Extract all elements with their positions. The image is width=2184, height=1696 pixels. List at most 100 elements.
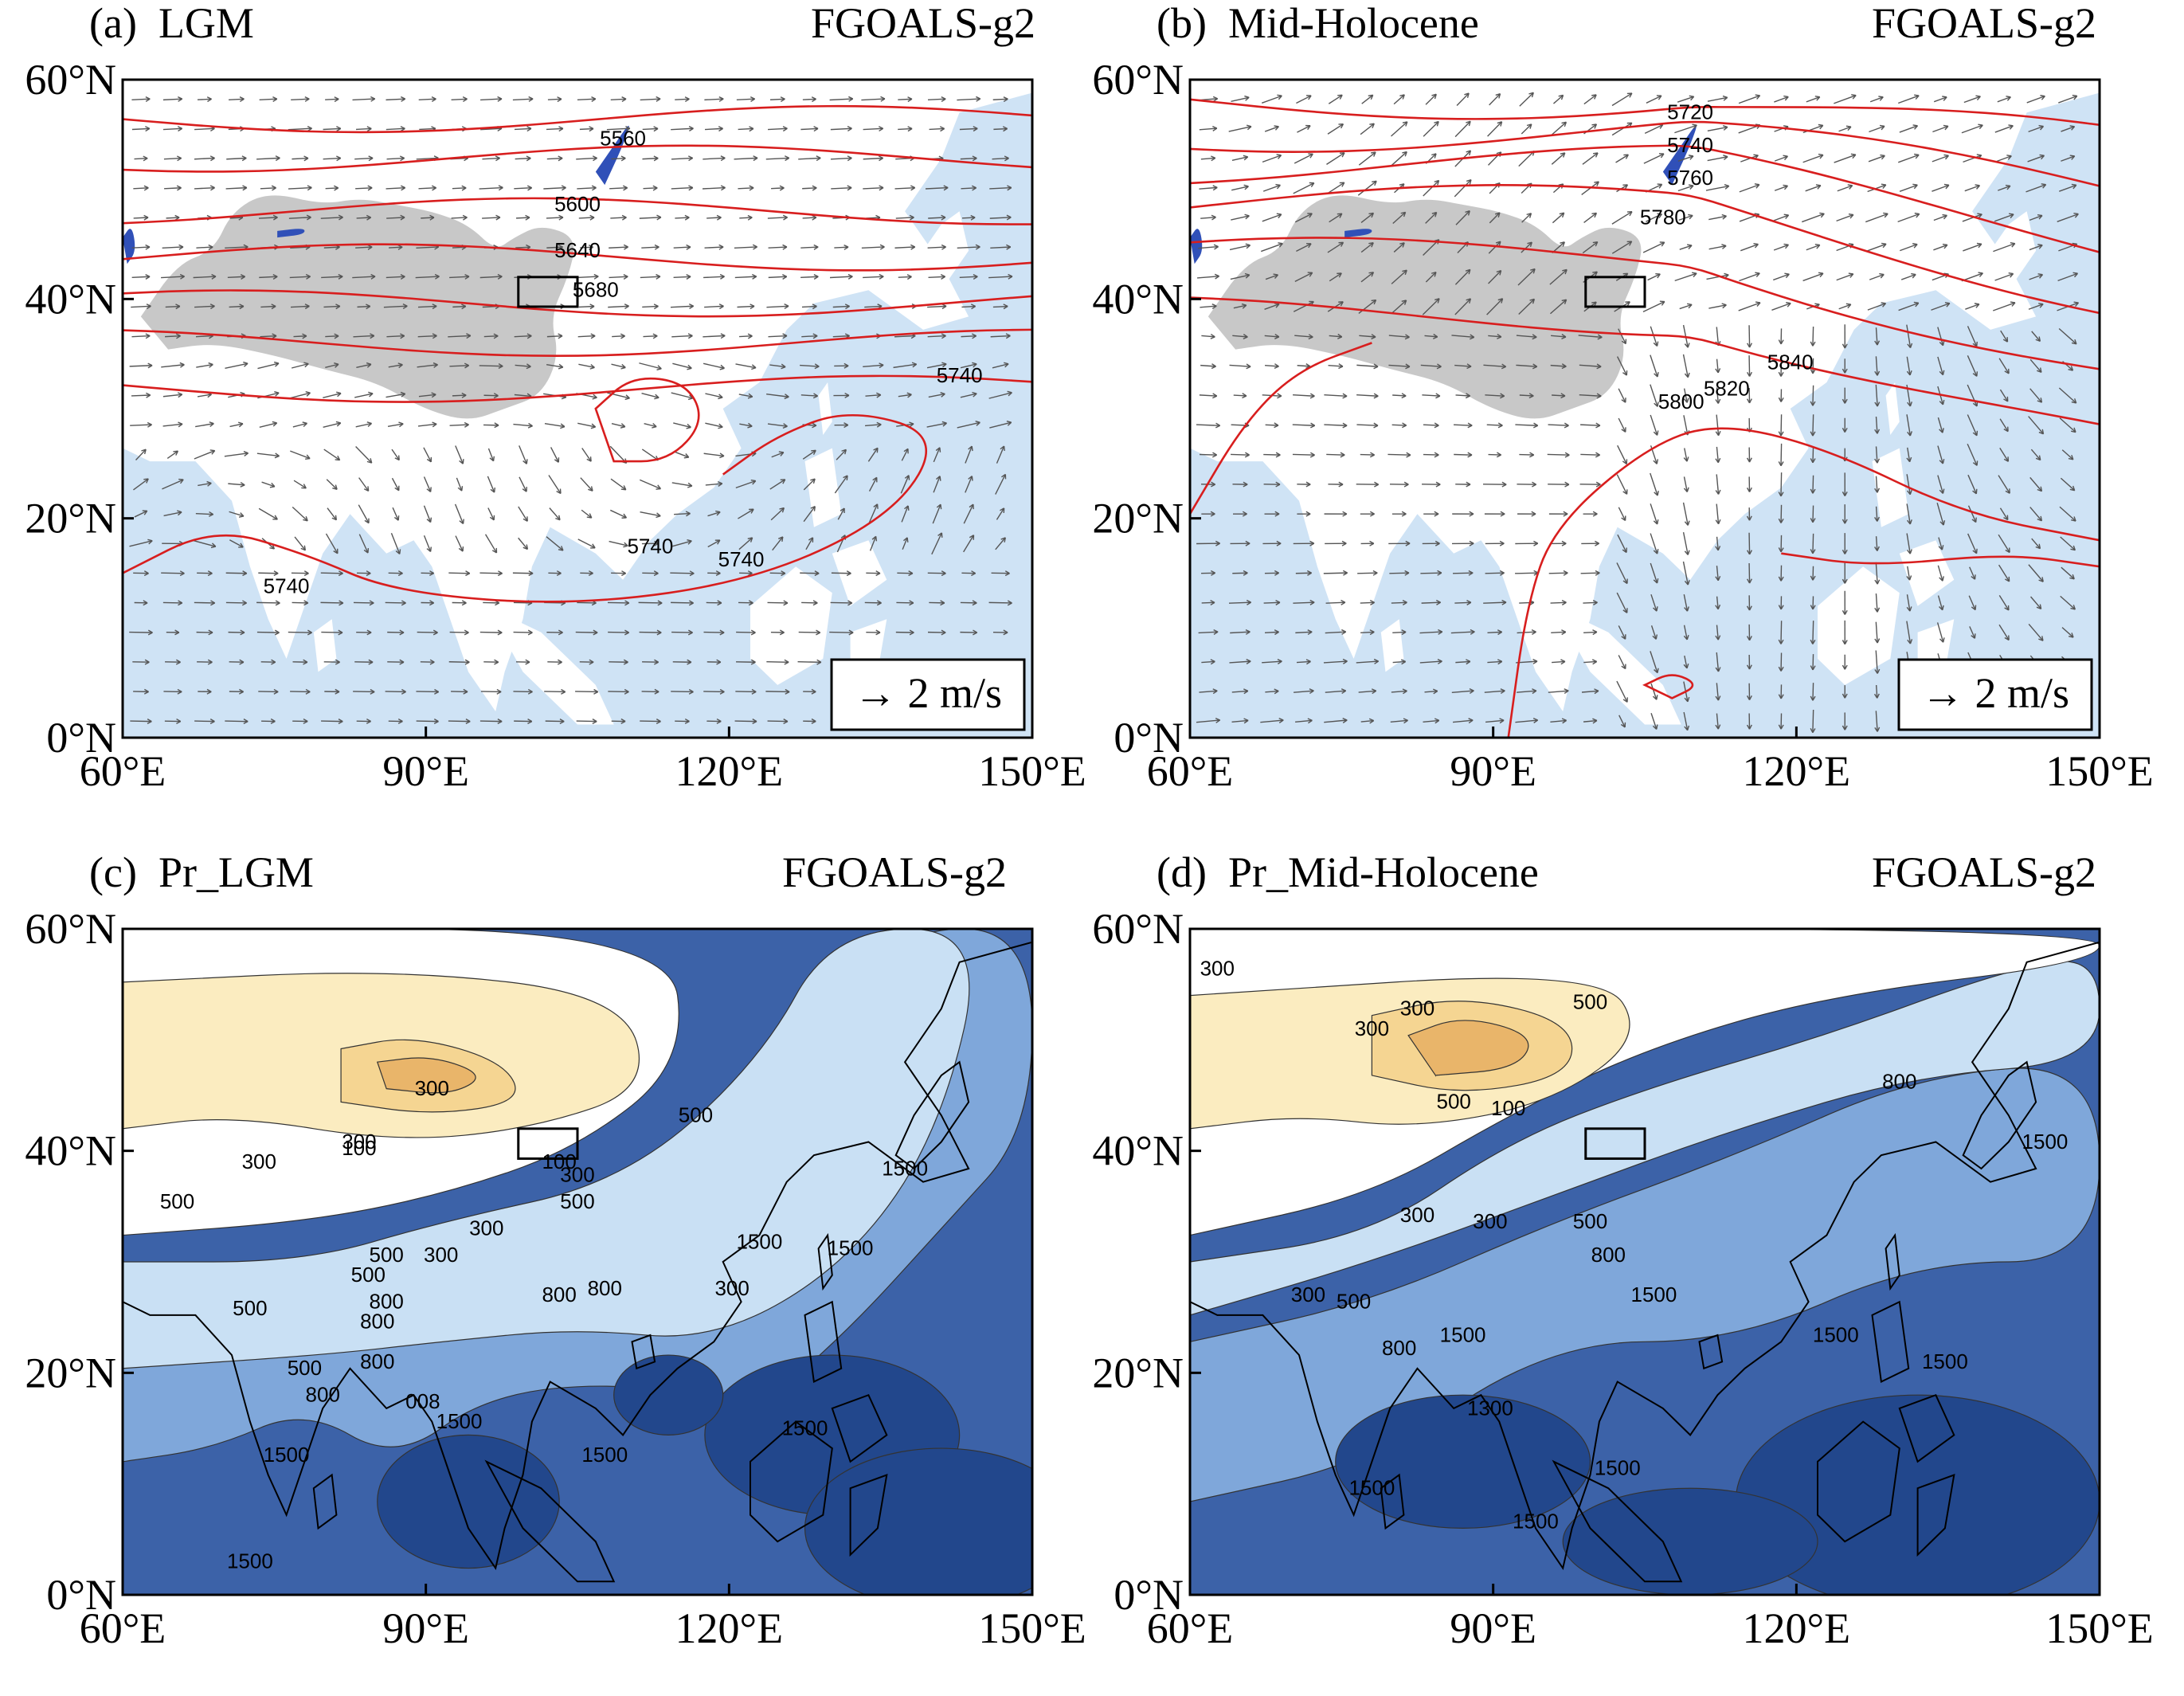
contour-label: 800 — [306, 1383, 340, 1407]
precip-max-2 — [378, 1435, 559, 1568]
y-tick-label: 60°N — [25, 905, 116, 953]
precip-max-1 — [1336, 1395, 1591, 1528]
contour-label: 5600 — [554, 192, 601, 216]
contour-label: 5800 — [1658, 390, 1705, 413]
contour-label: 300 — [469, 1216, 503, 1240]
y-tick-label: 0°N — [46, 1571, 116, 1619]
contour-label: 300 — [714, 1276, 749, 1300]
contour-label: 100 — [342, 1136, 376, 1160]
contour-label: 1500 — [1348, 1476, 1395, 1500]
panel-a-title: (a) LGM — [89, 2, 254, 45]
contour-label: 5720 — [1667, 100, 1713, 124]
contour-label: 5560 — [600, 127, 646, 151]
panel-d-name: Pr_Mid-Holocene — [1228, 848, 1539, 896]
contour-label: 5820 — [1704, 376, 1750, 400]
contour-label: 500 — [1573, 989, 1607, 1013]
contour-label: 5840 — [1767, 350, 1814, 374]
contour-label: 5740 — [264, 574, 310, 597]
y-tick-label: 0°N — [1114, 714, 1184, 762]
contour-label: 5780 — [1640, 206, 1686, 229]
contour-label: 1500 — [1630, 1283, 1677, 1306]
contour-label: 1500 — [1922, 1349, 1968, 1373]
contour-label: 100 — [1491, 1096, 1525, 1120]
contour-label: 500 — [679, 1103, 713, 1126]
panel-d-map — [1190, 929, 2100, 1608]
contour-label: 5740 — [1667, 133, 1713, 157]
x-tick-label: 150°E — [978, 747, 1086, 795]
contour-label: 300 — [560, 1163, 594, 1187]
y-tick-label: 60°N — [25, 56, 116, 104]
contour-label: 800 — [1882, 1070, 1916, 1094]
contour-label: 300 — [1400, 1203, 1434, 1227]
x-tick-label: 90°E — [382, 1604, 469, 1652]
contour-label: 500 — [288, 1356, 322, 1380]
x-tick-label: 90°E — [1450, 1604, 1536, 1652]
contour-label: 5640 — [554, 238, 601, 262]
panel-b-map — [1190, 80, 2100, 738]
y-tick-label: 0°N — [1114, 1571, 1184, 1619]
contour-label: 300 — [1355, 1016, 1389, 1040]
y-tick-label: 20°N — [25, 495, 116, 542]
panel-c-name: Pr_LGM — [159, 848, 314, 896]
contour-label: 300 — [242, 1150, 276, 1173]
panel-d-title: (d) Pr_Mid-Holocene — [1157, 851, 1539, 894]
x-tick-label: 90°E — [382, 747, 469, 795]
contour-label: 5740 — [937, 363, 983, 387]
x-tick-label: 120°E — [675, 1604, 784, 1652]
contour-label: 1500 — [227, 1549, 273, 1573]
y-tick-label: 40°N — [1092, 1127, 1184, 1175]
panel-a-model: FGOALS-g2 — [747, 2, 1035, 45]
contour-label: 5680 — [573, 278, 619, 302]
y-tick-label: 40°N — [25, 1127, 116, 1175]
x-tick-label: 150°E — [978, 1604, 1086, 1652]
y-tick-label: 60°N — [1092, 905, 1184, 953]
contour-label: 008 — [405, 1389, 440, 1413]
panel-a-label: (a) — [89, 0, 137, 47]
contour-label: 1500 — [581, 1443, 628, 1467]
contour-label: 800 — [360, 1349, 394, 1373]
panel-c-title: (c) Pr_LGM — [89, 851, 314, 894]
contour-label: 1300 — [1467, 1396, 1513, 1420]
contour-label: 800 — [542, 1283, 576, 1306]
contour-label: 1500 — [782, 1416, 828, 1439]
contour-label: 1500 — [1440, 1322, 1486, 1346]
x-tick-label: 90°E — [1450, 747, 1536, 795]
y-tick-label: 20°N — [25, 1349, 116, 1396]
contour-label: 1500 — [2022, 1130, 2069, 1154]
panel-c-map — [123, 929, 1078, 1608]
panel-d-model: FGOALS-g2 — [1808, 851, 2096, 894]
contour-label: 500 — [233, 1296, 267, 1320]
contour-label: 1500 — [736, 1229, 782, 1253]
contour-label: 1500 — [1595, 1456, 1641, 1480]
panel-d-label: (d) — [1157, 848, 1207, 896]
contour-label: 800 — [1591, 1243, 1626, 1267]
contour-label: 500 — [351, 1263, 386, 1287]
contour-label: 1500 — [828, 1236, 874, 1260]
x-tick-label: 120°E — [1743, 1604, 1851, 1652]
reference-vector-label: → 2 m/s — [854, 669, 1002, 717]
panel-b-title: (b) Mid-Holocene — [1157, 2, 1479, 45]
contour-label: 1500 — [882, 1156, 928, 1180]
reference-vector-label: → 2 m/s — [1921, 669, 2069, 717]
contour-label: 300 — [1200, 957, 1235, 981]
contour-label: 5740 — [718, 547, 765, 571]
panel-b-model: FGOALS-g2 — [1808, 2, 2096, 45]
y-tick-label: 0°N — [46, 714, 116, 762]
precip-max-2 — [1563, 1488, 1818, 1595]
panel-c-model: FGOALS-g2 — [718, 851, 1007, 894]
contour-label: 800 — [360, 1310, 394, 1334]
contour-label: 300 — [1400, 997, 1434, 1020]
y-tick-label: 40°N — [25, 275, 116, 323]
contour-label: 500 — [160, 1189, 194, 1213]
panel-b-name: Mid-Holocene — [1228, 0, 1479, 47]
contour-label: 1500 — [436, 1409, 483, 1433]
panel-a-name: LGM — [159, 0, 254, 47]
panel-b-label: (b) — [1157, 0, 1207, 47]
y-tick-label: 20°N — [1092, 495, 1184, 542]
contour-label: 1500 — [1513, 1509, 1559, 1533]
contour-label: 300 — [1473, 1209, 1507, 1233]
reference-vector: → 2 m/s — [832, 660, 1024, 730]
